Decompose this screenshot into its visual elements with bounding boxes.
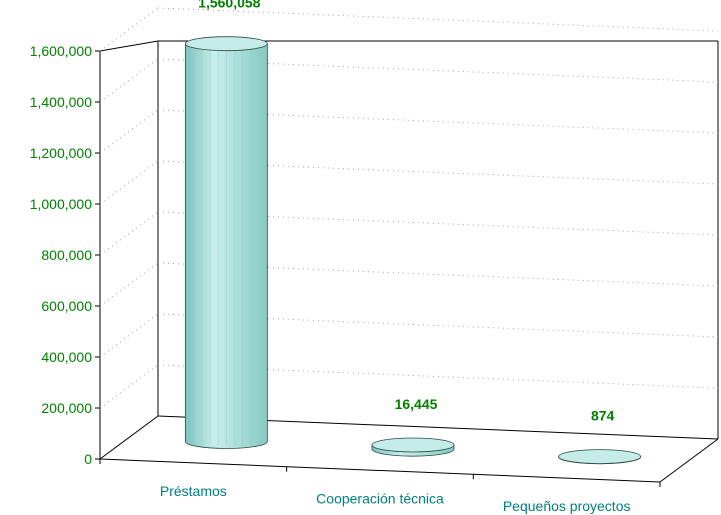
gridline-side	[99, 7, 159, 52]
bar-top	[371, 437, 455, 453]
side-wall-top-edge	[99, 40, 159, 52]
bars	[184, 36, 642, 465]
y-tick-label: 600,000	[41, 298, 92, 314]
gridline	[157, 7, 719, 32]
gridline	[157, 313, 719, 338]
y-tick-label: 800,000	[41, 247, 92, 263]
y-tick-label: 400,000	[41, 349, 92, 365]
bar-3	[558, 449, 642, 465]
data-labels: 1,560,058 16,445 874	[198, 0, 614, 424]
y-tick-label: 0	[84, 451, 92, 467]
y-tick-label: 1,000,000	[30, 196, 92, 212]
gridline	[157, 262, 719, 287]
bar-top	[558, 449, 642, 465]
bar-2	[371, 437, 455, 457]
gridline-side	[99, 313, 159, 358]
bar-1	[184, 36, 268, 449]
category-label: Cooperación técnica	[316, 491, 444, 507]
floor-front-edge	[99, 458, 661, 483]
gridline	[157, 109, 719, 134]
gridlines	[99, 7, 719, 409]
gridline-side	[99, 109, 159, 154]
y-tick-label: 1,200,000	[30, 145, 92, 161]
category-label: Préstamos	[160, 483, 227, 499]
gridline-side	[99, 58, 159, 103]
category-label: Pequeños proyectos	[503, 498, 631, 514]
floor-left-edge	[99, 415, 159, 460]
floor-right-edge	[659, 438, 719, 483]
gridline-side	[99, 160, 159, 205]
gridline	[157, 160, 719, 185]
gridline	[157, 58, 719, 83]
y-axis-ticks: 0 200,000 400,000 600,000 800,000 1,000,000 1,…	[30, 43, 100, 467]
x-axis-ticks: Préstamos Cooperación técnica Pequeños pro…	[99, 459, 661, 514]
gridline-side	[99, 364, 159, 409]
y-tick-label: 200,000	[41, 400, 92, 416]
gridline-side	[99, 211, 159, 256]
y-tick-label: 1,600,000	[30, 43, 92, 59]
value-label: 1,560,058	[198, 0, 260, 11]
value-label: 874	[591, 408, 615, 424]
gridline	[157, 364, 719, 389]
gridline-side	[99, 262, 159, 307]
bar-top	[184, 36, 268, 52]
gridline	[157, 211, 719, 236]
y-tick-label: 1,400,000	[30, 94, 92, 110]
value-label: 16,445	[395, 396, 438, 412]
